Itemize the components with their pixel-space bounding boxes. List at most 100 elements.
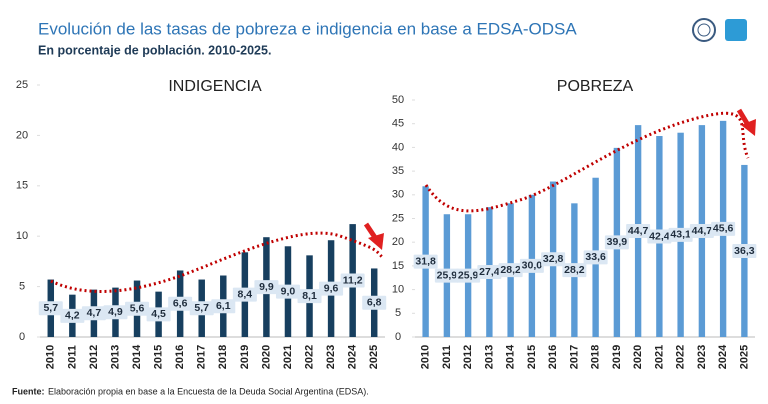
trend-curve [424,111,750,213]
value-label-box [413,254,438,269]
value-label: 31,8 [415,255,436,267]
value-label-box [211,299,236,314]
x-tick-label: 2021 [653,345,665,369]
value-label-box [519,258,544,273]
value-label: 9,9 [259,281,274,293]
value-label: 6,8 [367,297,382,309]
value-label: 25,9 [437,269,458,281]
x-tick-label: 2019 [611,345,623,369]
x-tick-label: 2021 [282,345,294,369]
y-tick-label: 15 [392,260,404,272]
y-tick-label: 35 [392,165,404,177]
value-label: 5,6 [130,303,145,315]
value-label: 5,7 [194,302,209,314]
x-tick-label: 2023 [325,345,337,369]
value-label: 4,5 [151,308,166,320]
x-tick-label: 2012 [88,345,100,369]
value-label: 30,0 [522,260,543,272]
value-label: 5,7 [43,302,58,314]
value-label-box [362,295,387,310]
arrow-shaft [736,108,751,127]
value-label: 6,1 [216,300,231,312]
x-tick-label: 2018 [590,345,602,369]
x-tick-label: 2012 [462,345,474,369]
value-label-box [103,305,128,320]
value-label-box [232,287,257,302]
value-label-box [81,306,106,321]
y-tick-label: 10 [16,230,28,242]
arrow [363,222,384,250]
x-tick-label: 2016 [547,345,559,369]
value-label-box [583,250,608,265]
value-label: 36,3 [734,245,755,257]
x-tick-label: 2025 [738,345,750,369]
value-label: 9,0 [281,285,296,297]
value-label: 27,4 [479,266,500,278]
x-tick-label: 2010 [420,345,432,369]
x-tick-label: 2022 [303,345,315,369]
source-text: Elaboración propia en base a la Encuesta… [48,386,369,396]
value-label: 6,6 [173,298,188,310]
value-label-box [668,227,693,242]
title: Evolución de las tasas de pobreza e indi… [38,19,577,38]
x-tick-label: 2025 [368,345,380,369]
x-tick-label: 2023 [696,345,708,369]
y-tick-label: 15 [16,180,28,192]
y-tick-label: 25 [16,79,28,91]
y-tick-label: 10 [392,284,404,296]
value-label: 32,8 [543,253,564,265]
value-label-box [275,284,300,299]
x-tick-label: 2020 [260,345,272,369]
logos [692,18,747,42]
value-label-box [125,301,150,316]
value-label-box [541,252,566,267]
value-label-box [168,296,193,311]
logo-seal [692,18,716,42]
arrow-head [368,233,384,250]
x-tick-label: 2017 [196,345,208,369]
x-tick-label: 2017 [568,345,580,369]
y-tick-label: 5 [395,307,401,319]
value-label-box [626,224,651,239]
value-label: 11,2 [343,274,363,286]
x-tick-label: 2010 [45,345,57,369]
value-label-box [562,263,587,278]
x-tick-label: 2011 [441,345,453,369]
value-label-box [319,281,344,296]
x-tick-label: 2011 [66,345,78,369]
value-label-box [434,268,459,283]
y-tick-label: 25 [392,212,404,224]
y-tick-label: 20 [16,129,28,141]
value-label-box [647,229,672,244]
value-label: 42,4 [649,230,670,242]
value-label-box [604,235,629,250]
value-label: 8,1 [302,290,317,302]
trend-curve [50,231,385,293]
value-label-box [711,221,736,236]
x-tick-label: 2019 [239,345,251,369]
value-label-box [689,224,714,239]
logo-seal-inner [697,23,711,37]
arrow-head [741,119,756,136]
x-tick-label: 2015 [526,345,538,369]
x-tick-label: 2014 [505,344,517,369]
x-tick-label: 2024 [347,344,359,369]
arrow [736,108,756,136]
chart-title: POBREZA [557,78,634,95]
logo-odsa [725,19,747,41]
value-label: 43,1 [670,229,691,241]
x-tick-label: 2018 [217,345,229,369]
value-label-box [477,265,502,280]
value-label: 8,4 [238,288,253,300]
x-tick-label: 2013 [109,345,121,369]
y-tick-label: 45 [392,118,404,130]
value-label-box [498,263,523,278]
y-tick-label: 0 [19,331,25,343]
y-tick-label: 40 [392,141,404,153]
x-tick-label: 2014 [131,344,143,369]
value-label-box [297,289,322,304]
x-tick-label: 2016 [174,345,186,369]
y-tick-label: 20 [392,236,404,248]
